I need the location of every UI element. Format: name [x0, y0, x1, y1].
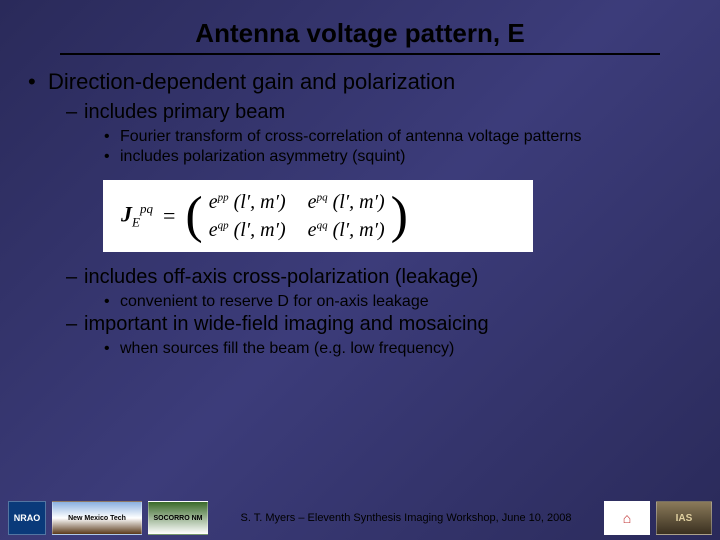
lhs-sub: E — [132, 215, 140, 230]
footer: NRAO New Mexico Tech SOCORRO NM S. T. My… — [0, 496, 720, 540]
paren-right: ) — [391, 190, 408, 242]
bullet-level2: includes off-axis cross-polarization (le… — [28, 266, 692, 289]
slide-title: Antenna voltage pattern, E — [0, 0, 720, 53]
lhs-base: J — [121, 201, 132, 226]
equals-sign: = — [163, 203, 175, 229]
bullet-level3: includes polarization asymmetry (squint) — [28, 148, 692, 166]
logo-building-icon: ⌂ — [604, 501, 650, 535]
title-underline — [60, 53, 660, 55]
slide-content: Direction-dependent gain and polarizatio… — [0, 69, 720, 358]
logo-nrao: NRAO — [8, 501, 46, 535]
matrix-cell-11: epp (l′, m′) — [209, 191, 286, 214]
footer-text: S. T. Myers – Eleventh Synthesis Imaging… — [214, 512, 598, 524]
equation-lhs: JEpq — [121, 201, 153, 231]
paren-left: ( — [185, 190, 202, 242]
bullet-level2: important in wide-field imaging and mosa… — [28, 313, 692, 336]
bullet-level3: convenient to reserve D for on-axis leak… — [28, 293, 692, 311]
bullet-level3: when sources fill the beam (e.g. low fre… — [28, 340, 692, 358]
logo-ias: IAS — [656, 501, 712, 535]
matrix-cell-12: epq (l′, m′) — [308, 191, 385, 214]
lhs-sup: pq — [140, 201, 153, 216]
logo-nmt: New Mexico Tech — [52, 501, 142, 535]
bullet-level1: Direction-dependent gain and polarizatio… — [28, 69, 692, 95]
bullet-level2: includes primary beam — [28, 101, 692, 124]
bullet-level3: Fourier transform of cross-correlation o… — [28, 128, 692, 146]
matrix-cell-22: eqq (l′, m′) — [308, 219, 385, 242]
equation: JEpq = ( epp (l′, m′) epq (l′, m′) eqp (… — [103, 180, 533, 252]
matrix-cell-21: eqp (l′, m′) — [209, 219, 286, 242]
logo-socorro: SOCORRO NM — [148, 501, 208, 535]
matrix: ( epp (l′, m′) epq (l′, m′) eqp (l′, m′)… — [185, 190, 408, 242]
